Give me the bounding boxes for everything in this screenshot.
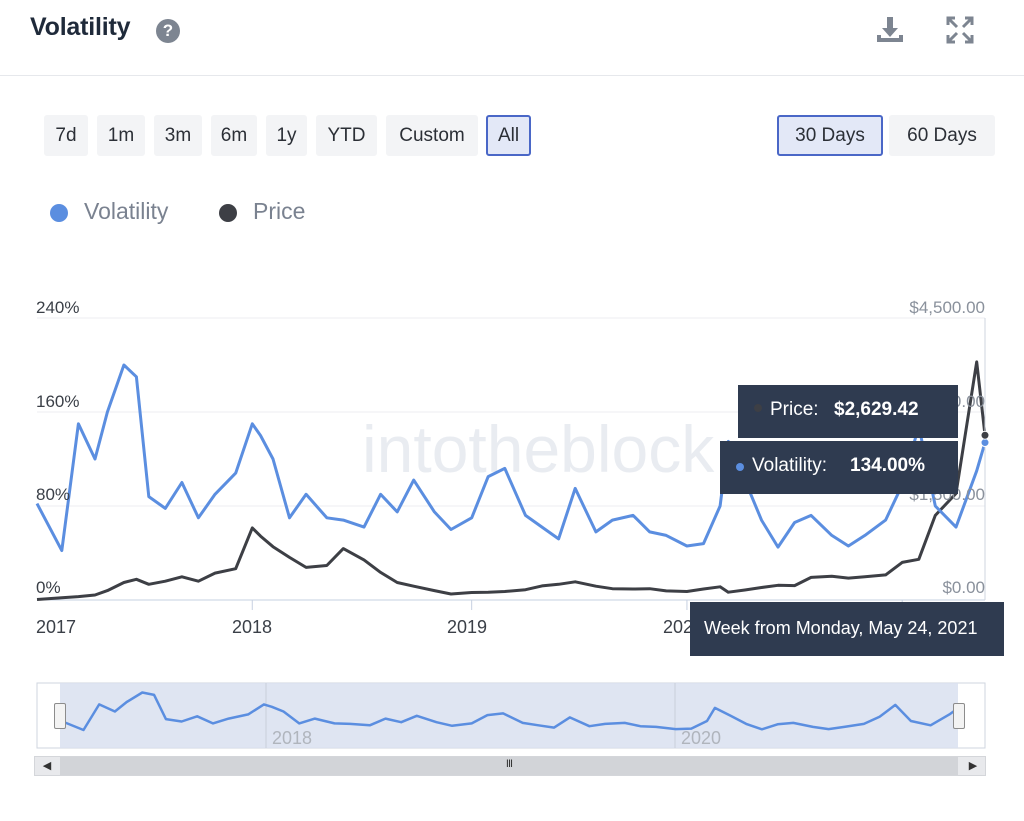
x-tick-label: 2019 (447, 617, 488, 637)
scroll-right-arrow[interactable]: ▶ (961, 757, 985, 775)
tooltip-date: Week from Monday, May 24, 2021 (690, 602, 1004, 656)
legend-dot-volatility (50, 204, 68, 222)
volatility-series-line (35, 363, 987, 553)
scroll-left-arrow[interactable]: ◀ (35, 757, 59, 775)
y-right-tick-label: $4,500.00 (909, 298, 985, 317)
y-left-tick-label: 0% (36, 578, 61, 597)
navigator-right-handle[interactable] (953, 703, 965, 729)
panel-header: Volatility ? (0, 0, 1024, 76)
watermark-text: intotheblock (362, 412, 715, 486)
legend-item-volatility[interactable]: Volatility (50, 196, 200, 226)
tooltip-price-value: $2,629.42 (834, 399, 919, 420)
range-3m-button[interactable]: 3m (154, 115, 202, 156)
navigator-left-handle[interactable] (54, 703, 66, 729)
download-icon[interactable] (874, 14, 906, 46)
tooltip-volatility-label: Volatility: (752, 455, 827, 476)
legend-label-volatility: Volatility (84, 198, 169, 224)
y-left-tick-label: 80% (36, 485, 71, 504)
legend-item-price[interactable]: Price (219, 196, 329, 226)
legend-label-price: Price (253, 198, 306, 224)
range-1m-button[interactable]: 1m (97, 115, 145, 156)
x-tick-label: 2017 (36, 617, 77, 637)
tooltip-price-dot (754, 404, 762, 412)
tooltip-volatility: Volatility: 134.00% (720, 441, 958, 494)
volatility-hover-point (980, 438, 990, 448)
range-ytd-button[interactable]: YTD (316, 115, 377, 156)
navigator-year-label: 2018 (272, 728, 313, 748)
legend-dot-price (219, 204, 237, 222)
page-title: Volatility (30, 13, 131, 41)
navigator-year-label: 2020 (681, 728, 722, 748)
scrollbar-thumb[interactable]: III (60, 757, 958, 775)
navigator-series-line (59, 691, 959, 732)
tooltip-volatility-dot (736, 463, 744, 471)
tooltip-price-label: Price: (770, 399, 819, 420)
period-60-days-button[interactable]: 60 Days (889, 115, 995, 156)
range-all-button[interactable]: All (486, 115, 531, 156)
tooltip-price: Price: $2,629.42 (738, 385, 958, 438)
price-hover-point (980, 430, 990, 440)
y-right-tick-label: $0.00 (942, 578, 985, 597)
range-custom-button[interactable]: Custom (386, 115, 478, 156)
range-7d-button[interactable]: 7d (44, 115, 88, 156)
fullscreen-icon[interactable] (944, 14, 976, 46)
x-tick-label: 2018 (232, 617, 273, 637)
range-1y-button[interactable]: 1y (266, 115, 307, 156)
period-30-days-button[interactable]: 30 Days (777, 115, 883, 156)
tooltip-date-label: Week from Monday, May 24, 2021 (704, 618, 978, 638)
range-6m-button[interactable]: 6m (211, 115, 257, 156)
help-icon[interactable]: ? (156, 19, 180, 43)
tooltip-volatility-value: 134.00% (850, 455, 926, 476)
price-series-line (36, 360, 987, 601)
y-left-tick-label: 240% (36, 298, 80, 317)
scrollbar-grip: III (505, 758, 513, 770)
y-left-tick-label: 160% (36, 392, 80, 411)
